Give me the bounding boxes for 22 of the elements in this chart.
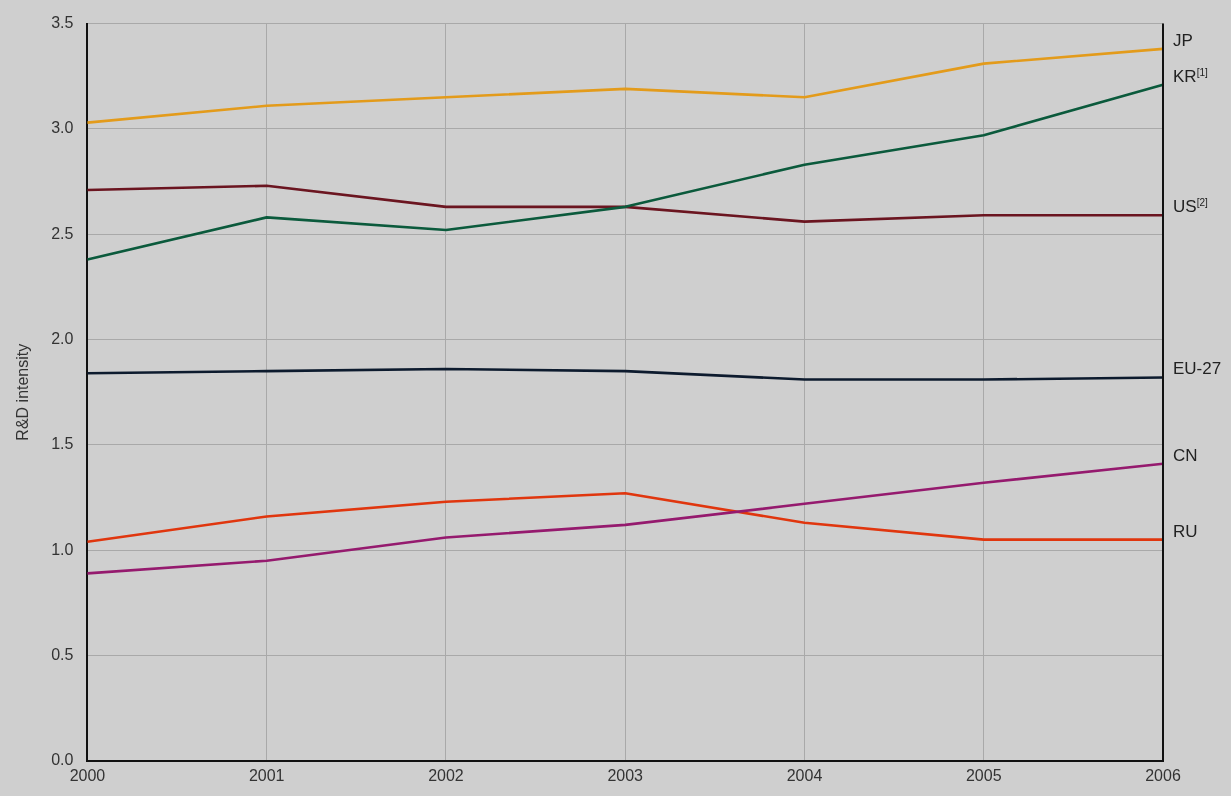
series-label: EU-27 <box>1173 359 1222 380</box>
x-tick-label: 2002 <box>428 766 464 784</box>
series-label: RU <box>1173 521 1198 542</box>
series-label: JP <box>1173 30 1193 51</box>
y-tick-label: 0.5 <box>51 645 74 663</box>
y-axis-title: R&D intensity <box>14 343 32 441</box>
y-tick-label: 1.0 <box>51 540 74 558</box>
x-tick-label: 2003 <box>607 766 644 784</box>
series-label: KR$^{[1]}$ <box>1173 66 1208 87</box>
y-tick-label: 3.0 <box>51 119 74 137</box>
series-label: CN <box>1173 445 1198 466</box>
y-tick-label: 0.0 <box>51 751 74 769</box>
y-tick-label: 2.5 <box>51 224 74 242</box>
y-tick-label: 2.0 <box>51 329 74 347</box>
x-tick-label: 2006 <box>1145 766 1181 784</box>
y-tick-label: 3.5 <box>51 14 74 32</box>
y-tick-label: 1.5 <box>51 435 74 453</box>
x-tick-label: 2000 <box>69 766 106 784</box>
series-label: US$^{[2]}$ <box>1173 196 1208 218</box>
x-tick-label: 2005 <box>965 766 1002 784</box>
x-tick-label: 2004 <box>786 766 823 784</box>
x-tick-label: 2001 <box>248 766 285 784</box>
